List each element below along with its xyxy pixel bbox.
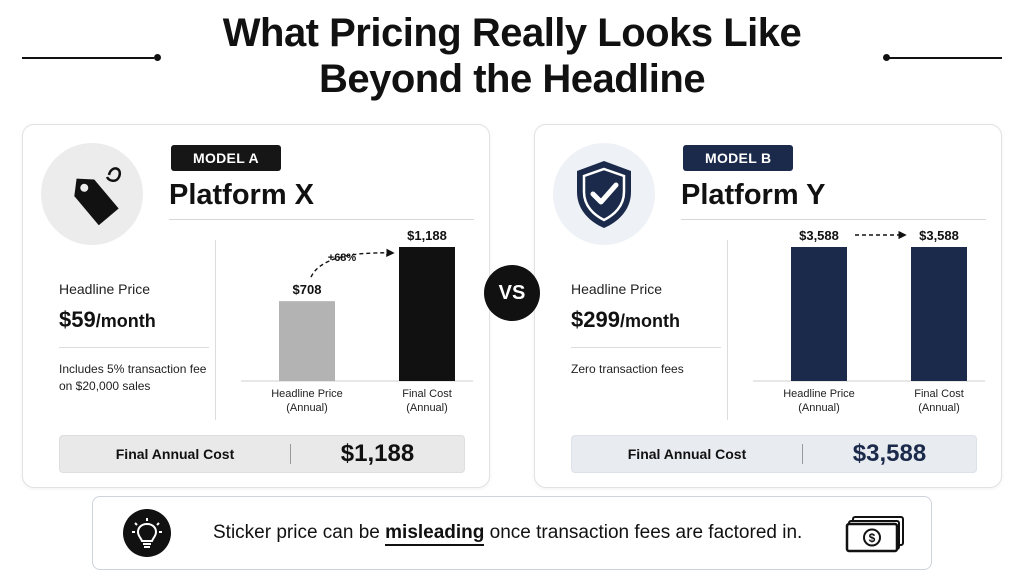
insight-banner: Sticker price can be misleading once tra… xyxy=(92,496,932,570)
model-b-bar-1 xyxy=(791,247,847,381)
model-b-bar-1-value-label: $3,588 xyxy=(799,228,839,243)
model-a-chart: $708 Headline Price (Annual) $1,188 Final Co… xyxy=(241,228,473,414)
model-a-bar-2-value-label: $1,188 xyxy=(407,228,447,243)
title-decor-dot-right xyxy=(883,54,890,61)
price-tag-icon-circle xyxy=(41,143,143,245)
insight-message-start: Sticker price can be xyxy=(213,522,386,543)
insight-message-end: once transaction fees are factored in. xyxy=(484,522,803,543)
model-b-headline-label: Headline Price xyxy=(571,281,663,297)
model-a-headline-unit: /month xyxy=(95,311,156,331)
model-a-headline-label: Headline Price xyxy=(59,281,151,297)
model-a-card: MODEL A Platform X Headline Price $59/mo… xyxy=(22,124,490,488)
model-a-final-cost-bar: Final Annual Cost $1,188 xyxy=(59,435,465,473)
shield-icon-circle xyxy=(553,143,655,245)
insight-message: Sticker price can be misleading once tra… xyxy=(213,497,802,569)
model-b-card: MODEL B Platform Y Headline Price $299/m… xyxy=(534,124,1002,488)
model-b-platform-name: Platform Y xyxy=(681,179,826,211)
model-b-final-value: $3,588 xyxy=(852,440,927,467)
model-b-bar-2 xyxy=(911,247,967,381)
model-b-final-cost-bar: Final Annual Cost $3,588 xyxy=(571,435,977,473)
model-b-final-divider xyxy=(802,444,803,464)
title-line-2: Beyond the Headline xyxy=(318,57,706,101)
model-b-vertical-divider xyxy=(727,240,728,420)
model-b-left-divider xyxy=(571,347,721,348)
svg-text:$: $ xyxy=(869,531,876,545)
model-a-note: Includes 5% transaction fee on $20,000 s… xyxy=(59,362,207,393)
model-a-final-label: Final Annual Cost xyxy=(115,446,235,462)
model-a-headline-amount: $59 xyxy=(59,307,96,332)
model-a-badge: MODEL A xyxy=(171,145,281,171)
page-title: What Pricing Really Looks Like Beyond th… xyxy=(0,10,1024,102)
price-tag-icon xyxy=(74,167,122,226)
model-b-chart: $3,588 Headline Price (Annual) $3,588 Final … xyxy=(753,225,985,414)
model-a-final-divider xyxy=(290,444,291,464)
model-a-headline-price: $59/month xyxy=(59,307,156,333)
model-b-name-divider xyxy=(681,219,986,220)
insight-emphasis: misleading xyxy=(385,522,485,546)
lightbulb-icon-circle xyxy=(123,509,171,557)
model-a-left-divider xyxy=(59,347,209,348)
model-a-category-label-2: Final Cost (Annual) xyxy=(402,388,452,414)
model-a-change-label: +68% xyxy=(328,252,357,264)
lightbulb-icon xyxy=(132,518,162,548)
model-b-badge: MODEL B xyxy=(683,145,794,171)
money-bill-icon: $ xyxy=(845,516,904,553)
model-b-bar-2-value-label: $3,588 xyxy=(919,228,959,243)
model-b-change-label: 0% xyxy=(871,225,889,228)
model-b-headline-unit: /month xyxy=(619,311,680,331)
model-a-platform-name: Platform X xyxy=(169,179,315,211)
shield-check-icon xyxy=(577,161,631,228)
model-b-headline-price: $299/month xyxy=(571,307,680,333)
model-a-name-divider xyxy=(169,219,474,220)
model-a-final-value: $1,188 xyxy=(340,440,415,467)
title-line-1: What Pricing Really Looks Like xyxy=(222,11,802,55)
model-a-bar-2 xyxy=(399,247,455,381)
model-b-headline-amount: $299 xyxy=(571,307,620,332)
model-a-category-label-1: Headline Price (Annual) xyxy=(271,388,343,414)
model-b-category-label-2: Final Cost (Annual) xyxy=(914,388,964,414)
model-a-bar-1 xyxy=(279,301,335,381)
model-a-bar-1-value-label: $708 xyxy=(293,282,322,297)
title-decor-line-right xyxy=(888,57,1002,59)
vs-badge: VS xyxy=(484,265,540,321)
model-b-category-label-1: Headline Price (Annual) xyxy=(783,388,855,414)
model-b-final-label: Final Annual Cost xyxy=(627,446,747,462)
model-a-vertical-divider xyxy=(215,240,216,420)
title-decor-dot-left xyxy=(154,54,161,61)
model-b-note: Zero transaction fees xyxy=(571,362,684,376)
title-decor-line-left xyxy=(22,57,154,59)
